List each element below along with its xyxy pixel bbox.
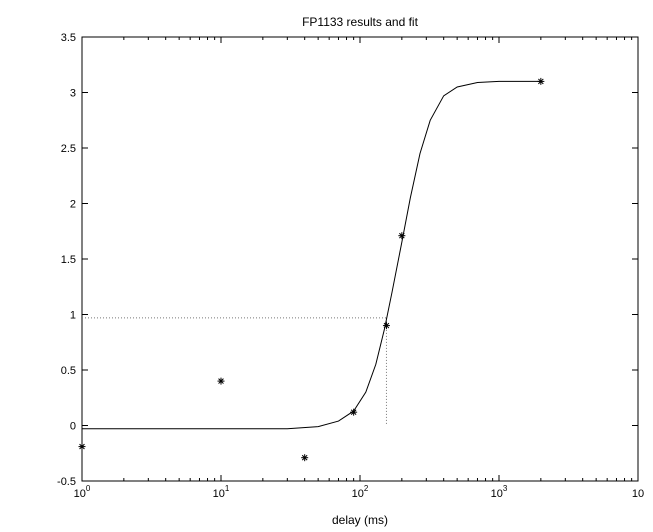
y-tick-label: 0.5: [61, 365, 76, 377]
fit-curve-layer: [82, 80, 541, 430]
data-point: [350, 408, 358, 416]
y-tick-label: -0.5: [57, 476, 76, 488]
data-point: [217, 377, 225, 385]
fit-curve: [82, 80, 541, 430]
x-tick-label: 102: [352, 484, 369, 500]
y-tick-label: 3: [70, 88, 76, 100]
x-axis-label: delay (ms): [332, 513, 388, 527]
x-tick-label: 103: [491, 484, 508, 500]
data-point: [398, 232, 406, 240]
x-tick-label: 100: [74, 484, 91, 500]
data-point: [78, 443, 86, 451]
x-tick-label: 10: [632, 488, 644, 500]
x-tick-label: 101: [213, 484, 230, 500]
data-point: [382, 322, 390, 330]
y-axis: -0.5 0 0.5 1 1.5 2 2.5 3 3.5: [57, 32, 638, 488]
y-tick-label: 1: [70, 310, 76, 322]
data-point: [537, 77, 545, 85]
y-tick-label: 3.5: [61, 32, 76, 44]
chart-title: FP1133 results and fit: [302, 15, 419, 29]
data-point: [301, 454, 309, 462]
data-points: [78, 77, 545, 462]
y-tick-label: 2: [70, 199, 76, 211]
y-tick-label: 0: [70, 421, 76, 433]
plot-area: [81, 36, 639, 482]
y-tick-label: 1.5: [61, 254, 76, 266]
y-tick-label: 2.5: [61, 143, 76, 155]
